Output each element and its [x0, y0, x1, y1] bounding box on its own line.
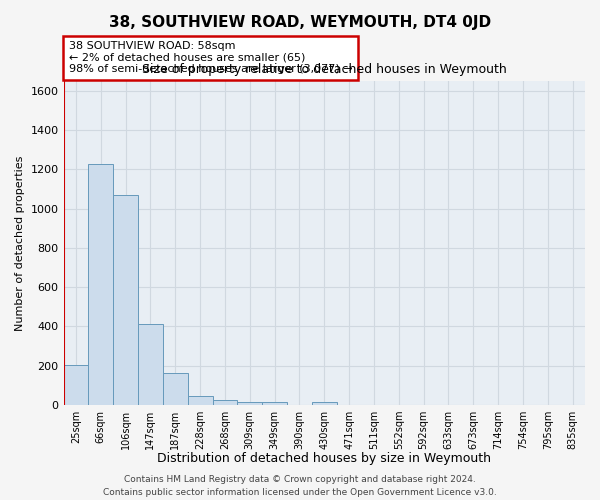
Bar	[113, 195, 138, 405]
Bar	[188, 396, 212, 405]
Bar	[312, 402, 337, 405]
Text: 38 SOUTHVIEW ROAD: 58sqm
← 2% of detached houses are smaller (65)
98% of semi-de: 38 SOUTHVIEW ROAD: 58sqm ← 2% of detache…	[69, 41, 352, 74]
X-axis label: Distribution of detached houses by size in Weymouth: Distribution of detached houses by size …	[157, 452, 491, 465]
Bar	[262, 402, 287, 405]
Bar	[88, 164, 113, 405]
Bar	[163, 374, 188, 405]
Text: Contains HM Land Registry data © Crown copyright and database right 2024.
Contai: Contains HM Land Registry data © Crown c…	[103, 476, 497, 497]
Text: 38, SOUTHVIEW ROAD, WEYMOUTH, DT4 0JD: 38, SOUTHVIEW ROAD, WEYMOUTH, DT4 0JD	[109, 15, 491, 30]
Bar	[212, 400, 238, 405]
Bar	[138, 324, 163, 405]
Title: Size of property relative to detached houses in Weymouth: Size of property relative to detached ho…	[142, 62, 506, 76]
Y-axis label: Number of detached properties: Number of detached properties	[15, 155, 25, 330]
Bar	[64, 364, 88, 405]
Bar	[238, 402, 262, 405]
